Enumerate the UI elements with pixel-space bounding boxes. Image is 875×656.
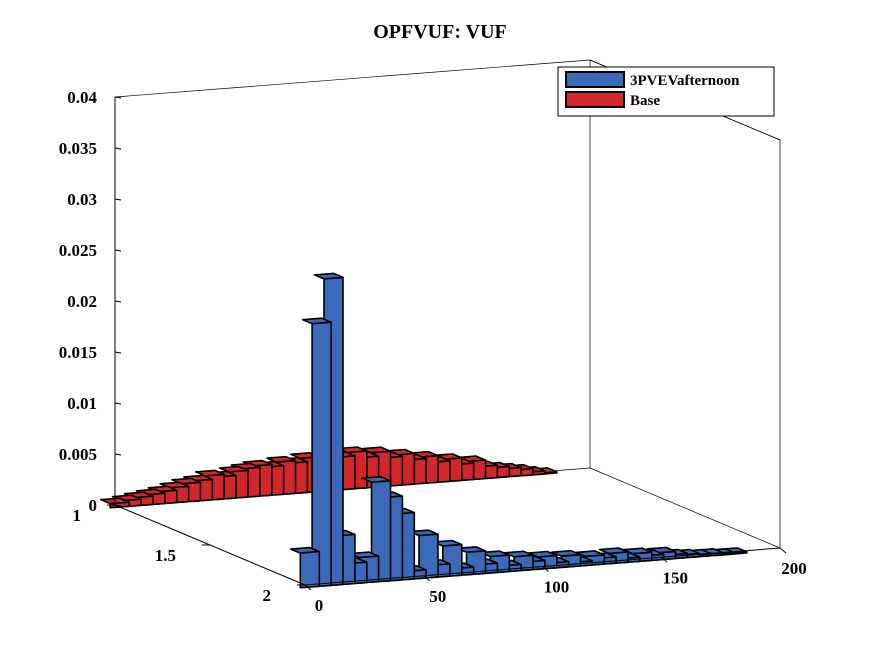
series-layer [100,272,748,589]
axis-layer: 0 50 100 150 200 1 1.5 2 0 0.005 0.01 0.015 0.02 0.02… [59,88,807,615]
x-tick-label: 150 [663,568,689,587]
z-tick-label: 0.035 [59,139,97,158]
x-tick-label: 0 [315,596,324,615]
z-tick [114,147,122,150]
x-tick [779,547,787,554]
legend-swatch [565,91,625,108]
series-Base [100,446,558,509]
legend-label: 3PVEVafternoon [630,73,740,89]
x-tick [304,584,312,591]
chart-title: OPFVUF: VUF [373,21,507,43]
z-tick-label: 0.025 [59,241,97,260]
x-tick-label: 100 [544,578,570,597]
series-3PVEVafternoon [289,272,748,589]
x-tick [542,566,549,572]
z-tick [114,198,122,201]
z-tick-label: 0.01 [67,394,97,413]
x-tick-label: 200 [781,559,807,578]
data-bar [418,533,439,580]
z-tick [114,300,122,303]
z-tick [114,402,122,405]
y-tick-label: 2 [263,586,272,605]
x-tick-label: 50 [429,587,446,606]
legend-label: Base [630,93,660,109]
z-tick-label: 0 [89,496,98,515]
z-tick [114,453,122,456]
z-tick-label: 0.03 [67,190,97,209]
data-bar [299,550,321,589]
data-bar [311,321,332,588]
z-tick [114,351,122,354]
legend: 3PVEVafternoon Base [557,66,775,117]
z-tick-label: 0.02 [67,292,97,311]
x-tick [660,556,668,563]
z-tick-label: 0.005 [59,445,97,464]
box-edge [114,59,591,98]
x-tick [423,575,431,582]
y-tick-label: 1 [73,506,82,525]
z-tick [114,96,122,99]
z-tick [114,504,122,507]
legend-swatch [565,71,625,88]
box-edge [589,467,781,549]
y-tick-label: 1.5 [155,546,176,565]
z-tick [114,249,122,252]
z-tick-label: 0.015 [59,343,97,362]
z-tick-label: 0.04 [67,88,97,107]
